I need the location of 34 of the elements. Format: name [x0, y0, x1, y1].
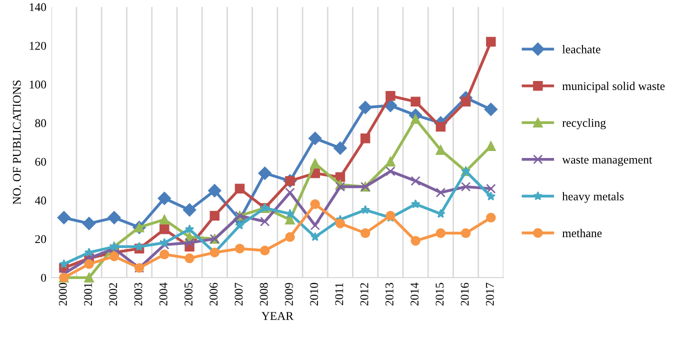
legend-label: methane	[562, 228, 602, 238]
legend-label: heavy metals	[562, 192, 624, 203]
x-tick-label: 2015	[436, 282, 444, 306]
x-tick-label: 2014	[410, 282, 419, 306]
x-tick-label: 2009	[284, 282, 293, 306]
legend-label: leachate	[562, 45, 600, 54]
x-tick-label: 2006	[210, 282, 218, 306]
x-tick-label: 2016	[460, 282, 469, 306]
y-tick-label: 40	[34, 196, 46, 204]
y-tick-label: 120	[30, 42, 46, 50]
x-tick-label: 2004	[159, 282, 168, 306]
y-tick-label: 100	[30, 80, 46, 88]
y-tick-label: 0	[41, 274, 46, 282]
legend-label: recycling	[562, 118, 606, 130]
legend-label: municipal solid waste	[562, 82, 665, 92]
x-tick-label: 2012	[360, 283, 368, 306]
x-tick-label: 2005	[184, 282, 192, 306]
x-tick-label: 2010	[310, 282, 318, 306]
x-tick-label: 2013	[385, 282, 394, 306]
x-tick-label: 2007	[234, 282, 243, 306]
x-axis-title: YEAR	[261, 312, 294, 320]
y-tick-label: 20	[35, 235, 46, 244]
x-tick-label: 2003	[134, 282, 142, 306]
x-tick-label: 2001	[84, 283, 92, 306]
y-axis-title: NO. OF PUBLICATIONS	[12, 80, 21, 204]
y-tick-label: 140	[30, 3, 46, 12]
x-tick-label: 2011	[335, 283, 344, 306]
x-tick-label: 2002	[109, 283, 118, 306]
x-tick-label: 2017	[486, 282, 494, 306]
x-tick-label: 2008	[260, 282, 268, 306]
legend-label: waste management	[562, 156, 652, 166]
y-tick-label: 80	[35, 119, 46, 128]
y-tick-label: 60	[35, 158, 46, 166]
x-tick-label: 2000	[58, 282, 67, 306]
